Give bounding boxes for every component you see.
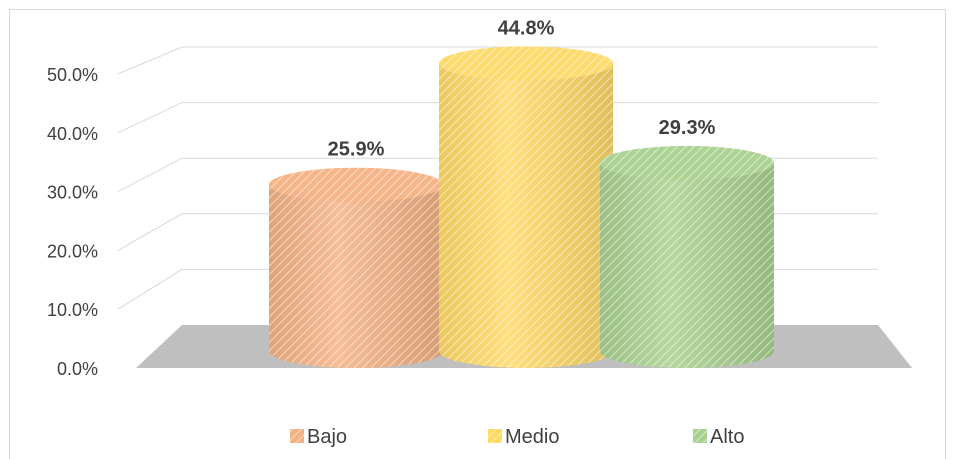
data-label-medio: 44.8%: [498, 17, 555, 39]
data-label-alto: 29.3%: [659, 117, 716, 139]
y-tick-label: 50.0%: [47, 65, 98, 85]
legend-item-alto: Alto: [693, 426, 744, 448]
y-tick-label: 10.0%: [47, 300, 98, 320]
legend-label: Alto: [710, 426, 744, 448]
legend-item-bajo: Bajo: [290, 426, 347, 448]
chart-frame: [9, 9, 946, 459]
data-labels: 25.9% 44.8% 29.3%: [328, 17, 716, 160]
legend-label: Medio: [505, 426, 559, 448]
bar-medio: [439, 46, 613, 368]
gridline: [117, 46, 878, 75]
bar-bajo: [269, 167, 443, 368]
gridline: [117, 102, 878, 134]
legend-label: Bajo: [307, 426, 347, 448]
y-tick-label: 0.0%: [57, 359, 98, 379]
y-tick-label: 40.0%: [47, 124, 98, 144]
y-axis: 0.0% 10.0% 20.0% 30.0% 40.0% 50.0%: [47, 65, 98, 379]
data-label-bajo: 25.9%: [328, 139, 385, 161]
y-tick-label: 20.0%: [47, 241, 98, 261]
y-tick-label: 30.0%: [47, 183, 98, 203]
bars: [269, 46, 774, 368]
legend-item-medio: Medio: [488, 426, 559, 448]
bar-alto: [600, 145, 774, 368]
legend: Bajo Medio Alto: [290, 426, 744, 448]
